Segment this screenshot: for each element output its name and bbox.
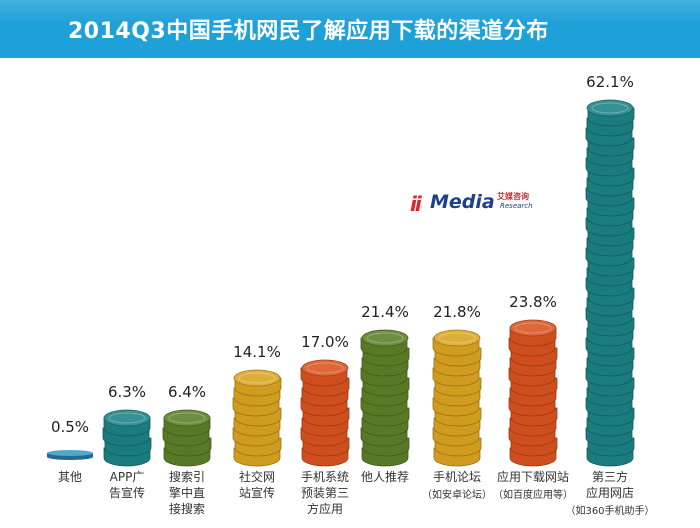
- category-label-3-line-1: 站宣传: [238, 486, 276, 500]
- title-bar: 2014Q3中国手机网民了解应用下载的渠道分布: [0, 0, 700, 58]
- bar-1: [102, 409, 152, 467]
- bar-1-top: [103, 409, 151, 427]
- logo-cn: 艾媒咨询: [497, 192, 529, 201]
- value-label-0: 0.5%: [50, 418, 90, 436]
- category-label-4-line-2: 方应用: [306, 502, 344, 516]
- bar-3-top-rim: [238, 372, 276, 384]
- value-label-4: 17.0%: [301, 333, 349, 351]
- category-label-8-line-0: 第三方: [591, 470, 629, 484]
- logo-en: Research: [500, 202, 533, 210]
- bar-6-top: [433, 329, 481, 347]
- bar-8-top: [586, 99, 634, 117]
- category-label-0-line-0: 其他: [57, 470, 83, 484]
- category-sublabel-7: （如百度应用等）: [493, 490, 573, 501]
- bar-7-top: [509, 319, 557, 337]
- imedia-logo: ii Media 艾媒咨询 Research: [410, 190, 540, 216]
- value-label-1: 6.3%: [107, 383, 147, 401]
- value-label-2: 6.4%: [167, 383, 207, 401]
- category-label-2-line-0: 搜索引: [168, 470, 206, 484]
- bar-3-top: [233, 369, 281, 387]
- category-label-5-line-0: 他人推荐: [360, 470, 410, 484]
- bar-0-top: [47, 450, 93, 456]
- bar-4: [300, 359, 350, 467]
- category-label-3-line-0: 社交网: [238, 470, 276, 484]
- bar-5-top: [361, 329, 409, 347]
- bar-8: [585, 99, 635, 467]
- bar-0: [47, 450, 93, 460]
- category-label-6: 手机论坛: [433, 469, 481, 485]
- category-label-1-line-0: APP广: [109, 470, 145, 484]
- logo-word: Media: [430, 191, 495, 213]
- category-label-3: 社交网 站宣传: [239, 469, 275, 501]
- category-label-8-line-1: 应用网店: [585, 486, 635, 500]
- bar-8-top-rim: [591, 102, 629, 114]
- category-label-2-line-1: 擎中直: [168, 486, 206, 500]
- bar-7-top-rim: [514, 322, 552, 334]
- bar-4-top: [301, 359, 349, 377]
- category-label-1-line-1: 告宣传: [108, 486, 146, 500]
- bar-6-top-rim: [438, 332, 476, 344]
- value-label-7: 23.8%: [509, 293, 557, 311]
- category-label-6-line-0: 手机论坛: [432, 470, 482, 484]
- category-label-2: 搜索引 擎中直 接搜索: [169, 469, 205, 517]
- bar-2-top-rim: [168, 412, 206, 424]
- bar-4-top-rim: [306, 362, 344, 374]
- category-label-7-line-0: 应用下载网站: [496, 470, 570, 484]
- value-label-5: 21.4%: [361, 303, 409, 321]
- category-label-4: 手机系统预装第三方应用: [301, 469, 349, 517]
- value-label-8: 62.1%: [586, 73, 634, 91]
- bar-6: [432, 329, 482, 467]
- category-label-0: 其他: [58, 469, 82, 485]
- category-sublabel-6: （如安卓论坛）: [422, 490, 492, 501]
- category-label-4-line-0: 手机系统: [300, 470, 350, 484]
- title-shine: [0, 0, 700, 24]
- logo-mark: ii: [410, 192, 422, 216]
- coin-stack-chart: [47, 99, 635, 467]
- category-label-2-line-2: 接搜索: [168, 502, 206, 516]
- category-label-4-line-1: 预装第三: [300, 486, 350, 500]
- bar-5: [360, 329, 410, 467]
- category-label-7: 应用下载网站: [497, 469, 569, 485]
- bar-1-top-rim: [108, 412, 146, 424]
- bar-2-top: [163, 409, 211, 427]
- category-sublabel-8: （如360手机助手）: [565, 506, 655, 517]
- category-label-8: 第三方 应用网店: [586, 469, 634, 501]
- value-label-3: 14.1%: [233, 343, 281, 361]
- bar-5-top-rim: [366, 332, 404, 344]
- category-label-1: APP广告宣传: [109, 469, 145, 501]
- value-label-6: 21.8%: [433, 303, 481, 321]
- bar-3: [232, 369, 282, 467]
- chart-title: 2014Q3中国手机网民了解应用下载的渠道分布: [68, 19, 549, 44]
- bar-7: [508, 319, 558, 467]
- bar-2: [162, 409, 212, 467]
- category-label-5: 他人推荐: [361, 469, 409, 485]
